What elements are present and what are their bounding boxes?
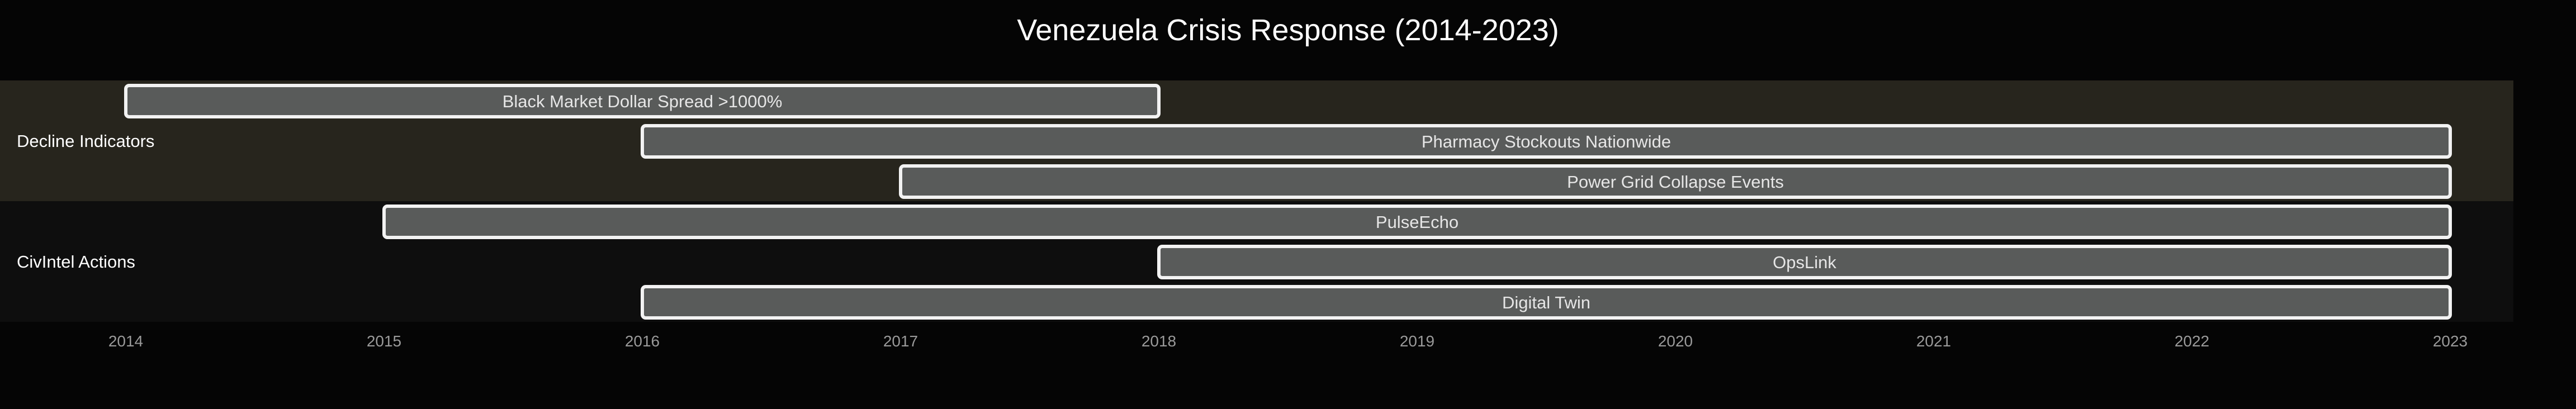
bars-layer: Black Market Dollar Spread >1000% Pharmac… xyxy=(124,84,2452,320)
task-label: OpsLink xyxy=(1773,253,1836,272)
x-tick-label: 2018 xyxy=(1142,332,1176,350)
task-bar xyxy=(1157,245,2452,279)
x-tick-label: 2020 xyxy=(1658,332,1693,350)
task-bar xyxy=(641,124,2452,159)
section-label: CivIntel Actions xyxy=(17,252,135,272)
chart-title: Venezuela Crisis Response (2014-2023) xyxy=(1017,13,1559,47)
task-bar xyxy=(899,164,2452,199)
x-tick-label: 2023 xyxy=(2433,332,2468,350)
task-label: Power Grid Collapse Events xyxy=(1567,172,1784,192)
x-tick-label: 2021 xyxy=(1916,332,1951,350)
x-tick-label: 2016 xyxy=(625,332,660,350)
task-bar xyxy=(382,204,2452,239)
task-label: PulseEcho xyxy=(1376,212,1459,232)
task-label: Digital Twin xyxy=(1502,293,1590,312)
task-bar xyxy=(124,84,1161,118)
x-tick-label: 2019 xyxy=(1400,332,1434,350)
section-label: Decline Indicators xyxy=(17,131,154,151)
x-axis: 2014 2015 2016 2017 2018 2019 2020 2021 2022 2023 xyxy=(108,332,2468,350)
x-tick-label: 2014 xyxy=(108,332,143,350)
task-label: Black Market Dollar Spread >1000% xyxy=(503,92,783,111)
x-tick-label: 2015 xyxy=(367,332,401,350)
x-tick-label: 2017 xyxy=(883,332,918,350)
x-tick-label: 2022 xyxy=(2175,332,2209,350)
task-bar xyxy=(641,285,2452,320)
task-label: Pharmacy Stockouts Nationwide xyxy=(1422,132,1671,151)
